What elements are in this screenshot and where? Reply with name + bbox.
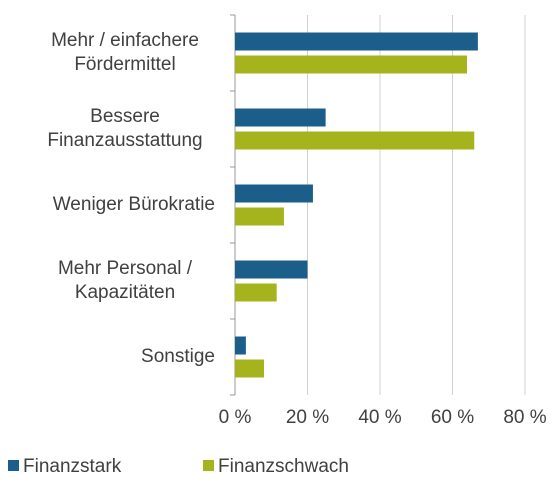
- bar: [235, 260, 308, 279]
- y-tick-label: Bessere Finanzausstattung: [47, 106, 202, 151]
- bar: [235, 359, 264, 378]
- x-tick-label: 20 %: [286, 407, 329, 428]
- legend-label: Finanzschwach: [218, 456, 349, 477]
- bar: [235, 32, 478, 51]
- label-line: Mehr Personal /: [58, 258, 193, 279]
- x-tick-label: 80 %: [503, 407, 546, 428]
- bar: [235, 131, 475, 150]
- legend-swatch: [8, 460, 19, 471]
- y-tick-label: Sonstige: [141, 346, 215, 367]
- label-line: Finanzausstattung: [47, 130, 202, 151]
- y-tick-label: Mehr / einfachere Fördermittel: [51, 30, 199, 75]
- legend-label: Finanzstark: [23, 456, 122, 477]
- bar: [235, 184, 313, 203]
- label-line: Mehr / einfachere: [51, 30, 199, 51]
- x-tick-label: 60 %: [431, 407, 474, 428]
- label-line: Kapazitäten: [75, 282, 175, 303]
- y-tick-label: Mehr Personal / Kapazitäten: [58, 258, 193, 303]
- bar: [235, 108, 326, 127]
- label-line: Weniger Bürokratie: [53, 194, 215, 215]
- bar: [235, 336, 246, 355]
- bar: [235, 283, 277, 302]
- label-line: Sonstige: [141, 346, 215, 367]
- x-tick-label: 40 %: [358, 407, 401, 428]
- label-line: Bessere: [90, 106, 160, 127]
- bar: [235, 207, 284, 226]
- x-tick-label: 0 %: [219, 407, 252, 428]
- label-line: Fördermittel: [74, 54, 175, 75]
- legend-swatch: [203, 460, 214, 471]
- bar: [235, 55, 467, 74]
- y-tick-label: Weniger Bürokratie: [53, 194, 215, 215]
